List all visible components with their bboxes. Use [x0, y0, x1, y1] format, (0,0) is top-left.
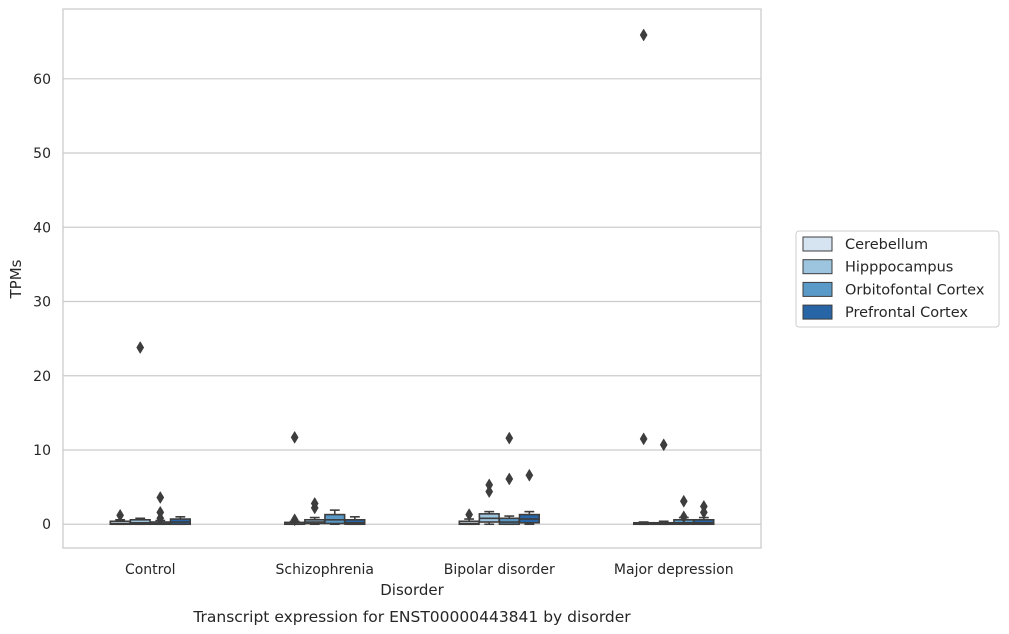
x-axis-label: Disorder: [380, 581, 444, 599]
box-orbitofontal-cortex: [673, 494, 695, 526]
outlier-point: [505, 431, 514, 445]
grid-lines: [63, 78, 761, 525]
outlier-point: [679, 510, 688, 524]
outlier-point: [525, 468, 534, 482]
outlier-point: [116, 508, 125, 522]
box-hipppocampus: [304, 496, 326, 526]
outlier-point: [505, 472, 514, 486]
box-orbitofontal-cortex: [498, 431, 520, 526]
box-cerebellum: [109, 508, 131, 526]
outlier-point: [485, 485, 494, 499]
legend-label: Prefrontal Cortex: [845, 305, 968, 321]
x-tick-label: Control: [125, 562, 176, 578]
legend: Cerebellum Hipppocampus Orbitofontal Corte…: [795, 230, 1000, 328]
outlier-point: [679, 494, 688, 508]
box-layer: [109, 28, 715, 527]
legend-swatch: [802, 304, 833, 320]
plot-frame: [62, 8, 762, 549]
outlier-point: [156, 505, 165, 519]
y-tick-label: 20: [33, 369, 51, 385]
legend-swatch: [802, 259, 833, 275]
outlier-point: [699, 499, 708, 513]
outlier-point: [290, 430, 299, 444]
x-tick-label: Bipolar disorder: [444, 562, 555, 578]
box-prefrontal-cortex: [693, 499, 715, 526]
legend-frame: [795, 230, 1000, 328]
legend-swatch: [802, 281, 833, 297]
legend-label: Orbitofontal Cortex: [845, 282, 985, 298]
legend-label: Cerebellum: [845, 237, 928, 253]
outlier-point: [659, 438, 668, 452]
box-cerebellum: [284, 430, 306, 527]
box-cerebellum: [458, 508, 480, 526]
legend-label: Hipppocampus: [845, 260, 953, 276]
box-prefrontal-cortex: [169, 516, 191, 526]
y-tick-label: 60: [33, 72, 51, 88]
plot-background: [63, 9, 761, 548]
box-hipppocampus: [129, 341, 151, 526]
outlier-point: [465, 508, 474, 522]
outlier-point: [290, 513, 299, 527]
x-tick-label: Schizophrenia: [276, 562, 374, 578]
x-tick-label: Major depression: [614, 562, 734, 578]
x-tick-labels: Control Schizophrenia Bipolar disorder Majo…: [125, 562, 734, 578]
box-prefrontal-cortex: [518, 468, 540, 526]
y-tick-label: 0: [42, 517, 51, 533]
outlier-point: [136, 341, 145, 355]
y-tick-label: 30: [33, 295, 51, 311]
box-cerebellum: [633, 28, 655, 526]
outlier-point: [156, 491, 165, 505]
outlier-point: [485, 478, 494, 492]
outlier-point: [639, 28, 648, 42]
outlier-point: [310, 496, 319, 510]
legend-swatch: [802, 236, 833, 252]
y-tick-label: 40: [33, 220, 51, 236]
box-hipppocampus: [478, 478, 500, 526]
y-tick-label: 50: [33, 146, 51, 162]
outlier-point: [639, 432, 648, 446]
y-tick-labels: 0 10 20 30 40 50 60: [33, 72, 51, 533]
y-axis-label: TPMs: [7, 259, 25, 299]
box-orbitofontal-cortex: [149, 491, 171, 526]
box-prefrontal-cortex: [344, 516, 366, 526]
y-tick-label: 10: [33, 443, 51, 459]
chart-caption: Transcript expression for ENST0000044384…: [192, 608, 631, 626]
